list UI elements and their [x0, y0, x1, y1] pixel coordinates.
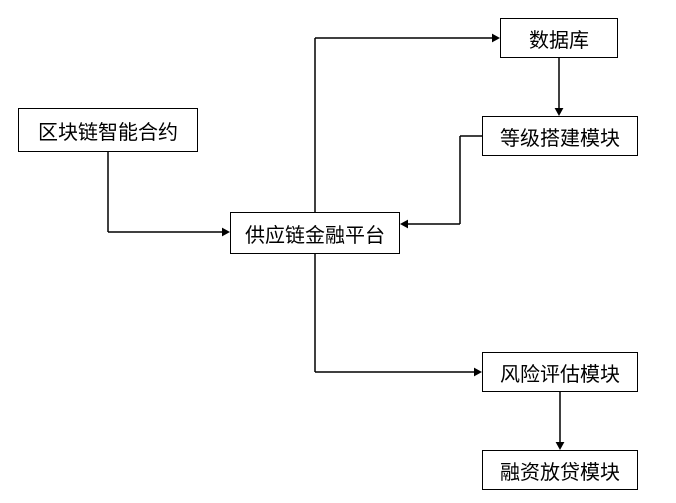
node-label: 区块链智能合约	[38, 116, 178, 145]
node-label: 数据库	[529, 24, 589, 53]
node-label: 融资放贷模块	[500, 456, 620, 485]
node-risk: 风险评估模块	[482, 352, 638, 392]
node-label: 等级搭建模块	[500, 122, 620, 151]
node-grade: 等级搭建模块	[482, 116, 638, 156]
node-loan: 融资放贷模块	[482, 450, 638, 490]
flowchart-canvas: 区块链智能合约 数据库 等级搭建模块 供应链金融平台 风险评估模块 融资放贷模块	[0, 0, 676, 503]
node-database: 数据库	[500, 18, 618, 58]
node-platform: 供应链金融平台	[230, 212, 400, 254]
node-label: 风险评估模块	[500, 358, 620, 387]
node-blockchain: 区块链智能合约	[18, 108, 198, 152]
node-label: 供应链金融平台	[245, 219, 385, 248]
